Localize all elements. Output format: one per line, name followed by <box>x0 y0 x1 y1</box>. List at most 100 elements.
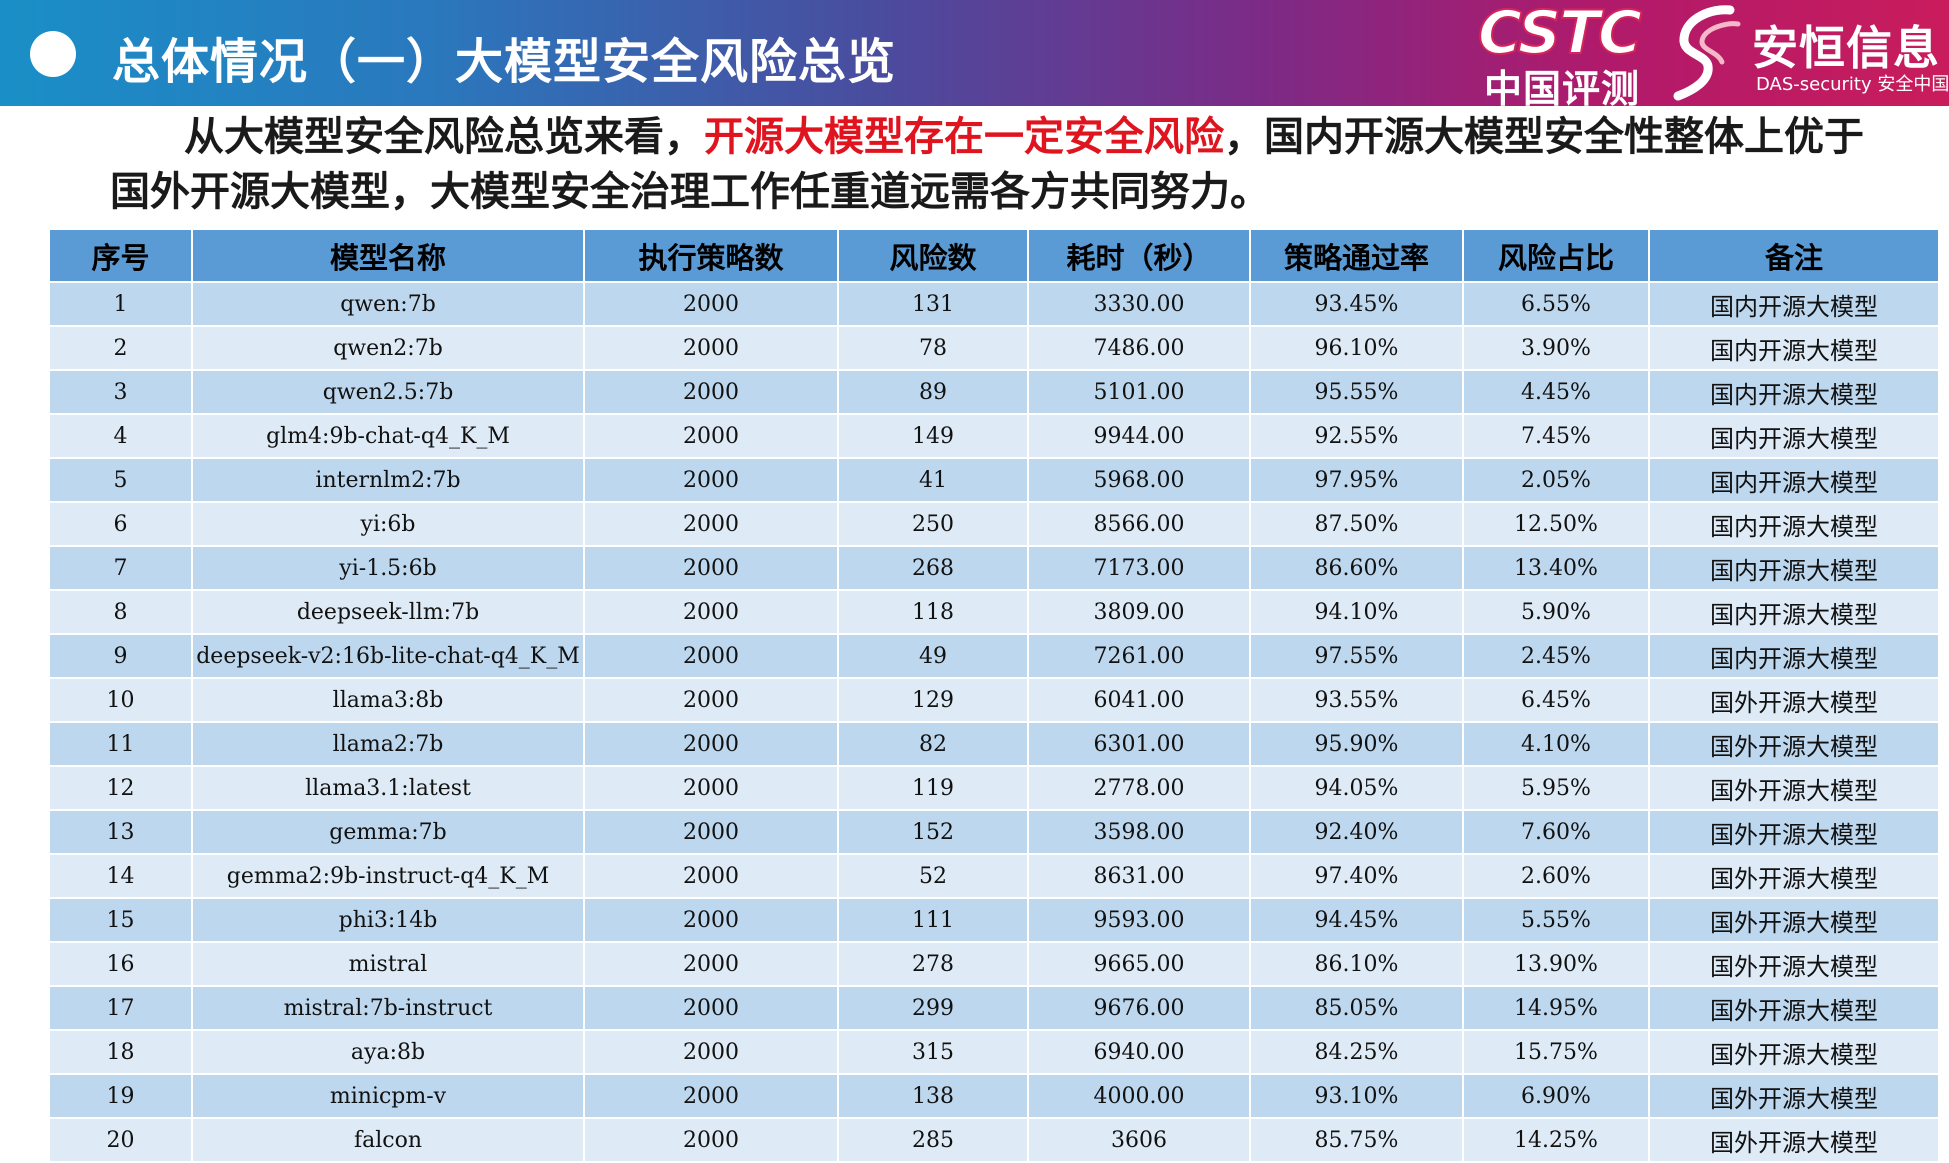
table-header-row: 序号 模型名称 执行策略数 风险数 耗时（秒） 策略通过率 风险占比 备注 <box>48 228 1940 283</box>
cell-index: 6 <box>48 501 193 547</box>
cell-index: 10 <box>48 677 193 723</box>
cell-risk-ratio: 6.90% <box>1462 1073 1650 1119</box>
cell-strategy-count: 2000 <box>583 281 839 327</box>
cell-remark: 国外开源大模型 <box>1648 1073 1940 1119</box>
cell-model-name: yi-1.5:6b <box>191 545 585 591</box>
cell-strategy-count: 2000 <box>583 941 839 987</box>
cell-index: 20 <box>48 1117 193 1163</box>
cell-risk-ratio: 7.60% <box>1462 809 1650 855</box>
table-row: 1 qwen:7b 2000 131 3330.00 93.45% 6.55% 国内开源大模型 <box>48 281 1940 327</box>
cell-pass-rate: 97.95% <box>1249 457 1464 503</box>
table-row: 10 llama3:8b 2000 129 6041.00 93.55% 6.45% 国外开源… <box>48 677 1940 723</box>
cell-time: 9593.00 <box>1027 897 1251 943</box>
col-header-model-name: 模型名称 <box>191 228 585 283</box>
cell-pass-rate: 84.25% <box>1249 1029 1464 1075</box>
cell-model-name: minicpm-v <box>191 1073 585 1119</box>
cell-model-name: llama3:8b <box>191 677 585 723</box>
cell-pass-rate: 97.55% <box>1249 633 1464 679</box>
das-s-mark-icon <box>1673 5 1741 101</box>
cell-risk-count: 138 <box>837 1073 1029 1119</box>
cell-risk-ratio: 2.60% <box>1462 853 1650 899</box>
cell-model-name: mistral <box>191 941 585 987</box>
cell-remark: 国外开源大模型 <box>1648 1117 1940 1163</box>
cell-risk-count: 78 <box>837 325 1029 371</box>
cell-strategy-count: 2000 <box>583 457 839 503</box>
cell-strategy-count: 2000 <box>583 589 839 635</box>
cell-risk-ratio: 5.90% <box>1462 589 1650 635</box>
cell-strategy-count: 2000 <box>583 1117 839 1163</box>
cell-time: 7486.00 <box>1027 325 1251 371</box>
cell-remark: 国外开源大模型 <box>1648 677 1940 723</box>
cell-index: 7 <box>48 545 193 591</box>
table-row: 18 aya:8b 2000 315 6940.00 84.25% 15.75% 国外开源大模… <box>48 1029 1940 1075</box>
summary-part2: ，国内开源大模型安全性整体上优于国外开源大模型，大模型安全治理工作任重道远需各方… <box>110 114 1864 215</box>
cell-remark: 国内开源大模型 <box>1648 413 1940 459</box>
cell-time: 6940.00 <box>1027 1029 1251 1075</box>
cell-risk-count: 250 <box>837 501 1029 547</box>
cell-risk-count: 49 <box>837 633 1029 679</box>
cell-index: 1 <box>48 281 193 327</box>
cell-time: 8631.00 <box>1027 853 1251 899</box>
cell-model-name: internlm2:7b <box>191 457 585 503</box>
cell-strategy-count: 2000 <box>583 501 839 547</box>
cell-pass-rate: 87.50% <box>1249 501 1464 547</box>
cell-index: 19 <box>48 1073 193 1119</box>
cell-model-name: deepseek-v2:16b-lite-chat-q4_K_M <box>191 633 585 679</box>
cell-pass-rate: 85.05% <box>1249 985 1464 1031</box>
cell-index: 15 <box>48 897 193 943</box>
cell-risk-count: 149 <box>837 413 1029 459</box>
cell-strategy-count: 2000 <box>583 369 839 415</box>
cell-time: 6301.00 <box>1027 721 1251 767</box>
cell-index: 11 <box>48 721 193 767</box>
cell-strategy-count: 2000 <box>583 1073 839 1119</box>
cell-time: 9944.00 <box>1027 413 1251 459</box>
cell-risk-count: 111 <box>837 897 1029 943</box>
summary-part1: 从大模型安全风险总览来看， <box>184 114 704 160</box>
cell-remark: 国外开源大模型 <box>1648 985 1940 1031</box>
cell-time: 4000.00 <box>1027 1073 1251 1119</box>
cell-time: 5101.00 <box>1027 369 1251 415</box>
cell-model-name: gemma2:9b-instruct-q4_K_M <box>191 853 585 899</box>
cell-time: 5968.00 <box>1027 457 1251 503</box>
cell-index: 4 <box>48 413 193 459</box>
col-header-risk-ratio: 风险占比 <box>1462 228 1650 283</box>
cell-strategy-count: 2000 <box>583 325 839 371</box>
cell-model-name: llama3.1:latest <box>191 765 585 811</box>
cell-pass-rate: 96.10% <box>1249 325 1464 371</box>
cell-remark: 国外开源大模型 <box>1648 853 1940 899</box>
table-row: 2 qwen2:7b 2000 78 7486.00 96.10% 3.90% 国内开源大模型 <box>48 325 1940 371</box>
cell-remark: 国内开源大模型 <box>1648 369 1940 415</box>
cell-risk-count: 152 <box>837 809 1029 855</box>
cell-pass-rate: 95.90% <box>1249 721 1464 767</box>
cell-time: 2778.00 <box>1027 765 1251 811</box>
cell-remark: 国内开源大模型 <box>1648 501 1940 547</box>
cell-remark: 国内开源大模型 <box>1648 589 1940 635</box>
cell-strategy-count: 2000 <box>583 633 839 679</box>
cell-model-name: falcon <box>191 1117 585 1163</box>
cell-model-name: phi3:14b <box>191 897 585 943</box>
table-row: 19 minicpm-v 2000 138 4000.00 93.10% 6.90% 国外开源… <box>48 1073 1940 1119</box>
cell-risk-ratio: 7.45% <box>1462 413 1650 459</box>
cell-risk-ratio: 4.45% <box>1462 369 1650 415</box>
cell-time: 9665.00 <box>1027 941 1251 987</box>
cell-model-name: yi:6b <box>191 501 585 547</box>
cell-risk-ratio: 15.75% <box>1462 1029 1650 1075</box>
cell-model-name: qwen2:7b <box>191 325 585 371</box>
cell-model-name: qwen:7b <box>191 281 585 327</box>
table-row: 4 glm4:9b-chat-q4_K_M 2000 149 9944.00 92.55%… <box>48 413 1940 459</box>
cell-time: 3809.00 <box>1027 589 1251 635</box>
cell-remark: 国外开源大模型 <box>1648 721 1940 767</box>
cell-time: 8566.00 <box>1027 501 1251 547</box>
cell-strategy-count: 2000 <box>583 677 839 723</box>
cell-risk-count: 278 <box>837 941 1029 987</box>
cell-risk-count: 118 <box>837 589 1029 635</box>
cell-risk-ratio: 13.90% <box>1462 941 1650 987</box>
das-logo-en: DAS-security 安全中国 <box>1756 74 1949 95</box>
cell-index: 2 <box>48 325 193 371</box>
cell-model-name: aya:8b <box>191 1029 585 1075</box>
cell-strategy-count: 2000 <box>583 809 839 855</box>
cstc-logo-cn: 中国评测 <box>1484 67 1641 111</box>
cell-risk-count: 82 <box>837 721 1029 767</box>
table-row: 13 gemma:7b 2000 152 3598.00 92.40% 7.60% 国外开源大… <box>48 809 1940 855</box>
cell-index: 16 <box>48 941 193 987</box>
